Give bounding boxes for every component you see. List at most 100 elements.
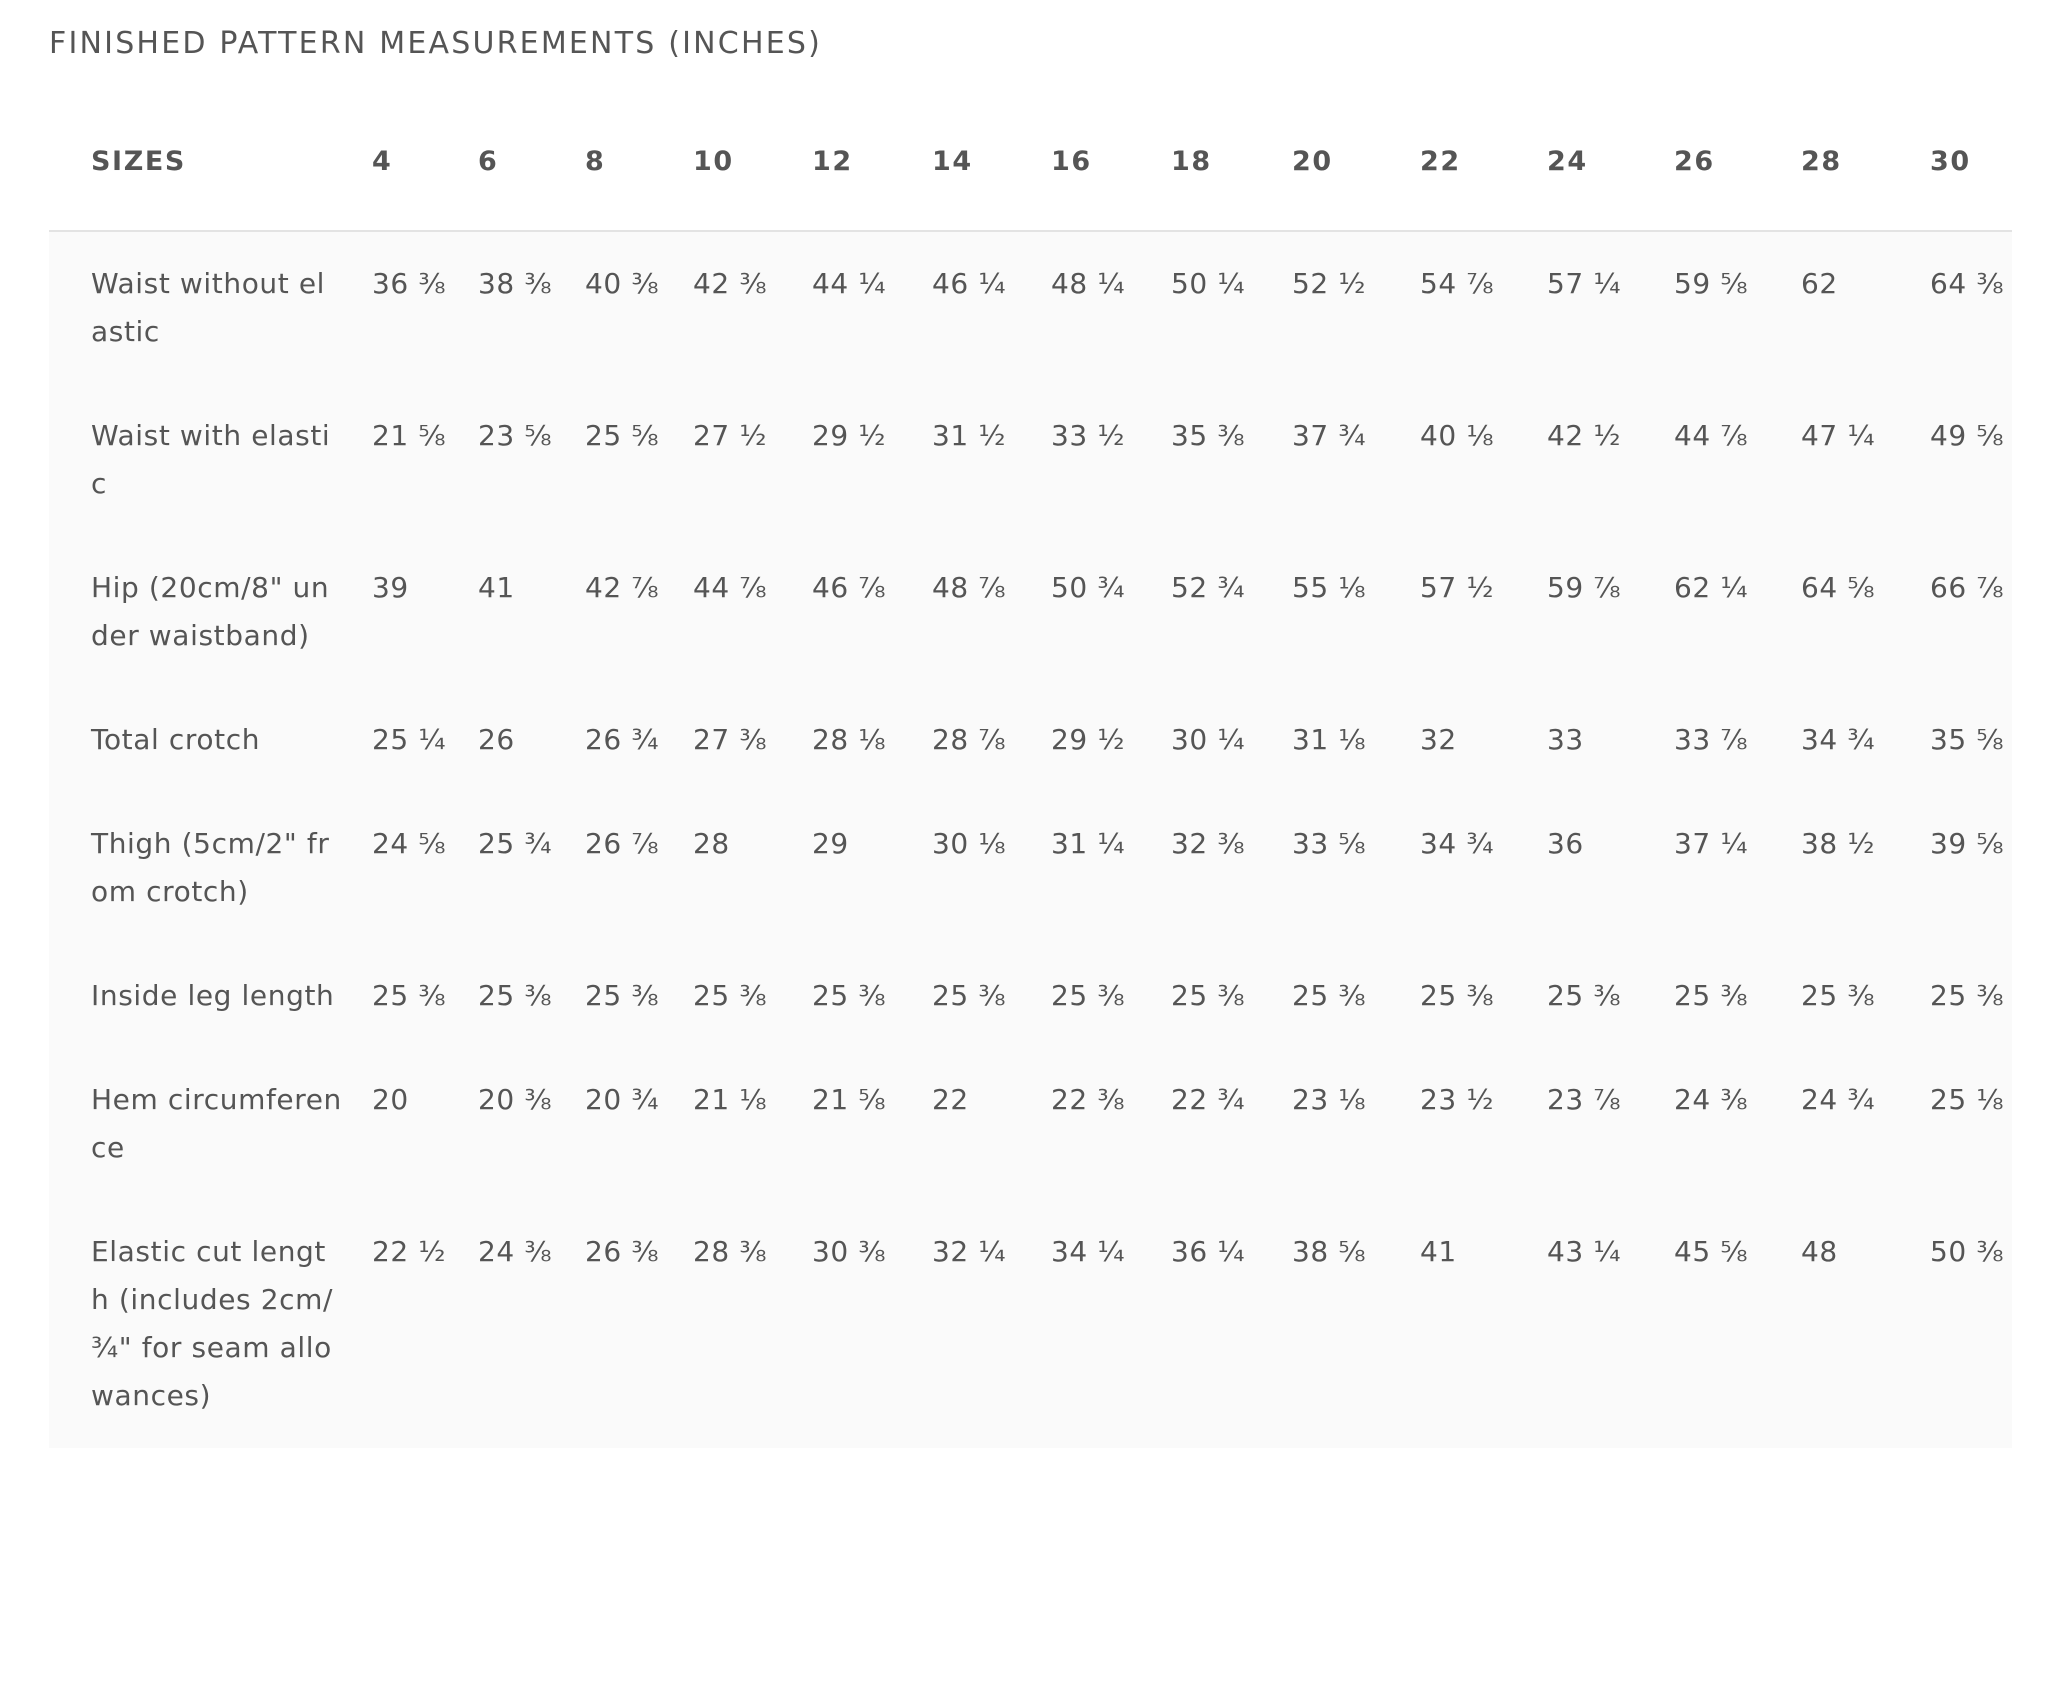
table-cell: 45 ⅝ xyxy=(1674,1200,1801,1448)
table-cell: 31 ⅛ xyxy=(1292,688,1420,792)
table-cell: 29 ½ xyxy=(1051,688,1171,792)
table-cell: 50 ⅜ xyxy=(1930,1200,2012,1448)
table-cell: 26 ¾ xyxy=(585,688,693,792)
size-header-8: 8 xyxy=(585,100,693,232)
table-cell: 25 ⅜ xyxy=(1547,944,1674,1048)
table-cell: 52 ¾ xyxy=(1171,536,1292,688)
row-label: Total crotch xyxy=(49,688,372,792)
table-cell: 49 ⅝ xyxy=(1930,384,2012,536)
table-cell: 26 xyxy=(478,688,585,792)
table-cell: 25 ⅛ xyxy=(1930,1048,2012,1200)
row-label: Hem circumference xyxy=(49,1048,372,1200)
size-header-10: 10 xyxy=(693,100,812,232)
table-cell: 25 ⅜ xyxy=(1051,944,1171,1048)
table-cell: 34 ¾ xyxy=(1420,792,1547,944)
table-cell: 24 ⅜ xyxy=(478,1200,585,1448)
table-cell: 21 ⅝ xyxy=(372,384,478,536)
table-cell: 29 ½ xyxy=(812,384,932,536)
table-cell: 25 ⅜ xyxy=(1292,944,1420,1048)
table-cell: 39 ⅝ xyxy=(1930,792,2012,944)
table-cell: 35 ⅜ xyxy=(1171,384,1292,536)
table-cell: 24 ¾ xyxy=(1801,1048,1930,1200)
table-row: Total crotch 25 ¼ 26 26 ¾ 27 ⅜ 28 ⅛ 28 ⅞ 29 ½ 30… xyxy=(49,688,2012,792)
table-cell: 20 ⅜ xyxy=(478,1048,585,1200)
size-header-6: 6 xyxy=(478,100,585,232)
table-cell: 21 ⅛ xyxy=(693,1048,812,1200)
table-cell: 20 ¾ xyxy=(585,1048,693,1200)
table-cell: 25 ¾ xyxy=(478,792,585,944)
table-cell: 62 ¼ xyxy=(1674,536,1801,688)
table-cell: 28 ⅜ xyxy=(693,1200,812,1448)
table-cell: 42 ½ xyxy=(1547,384,1674,536)
table-cell: 46 ⅞ xyxy=(812,536,932,688)
table-cell: 57 ½ xyxy=(1420,536,1547,688)
table-cell: 64 ⅜ xyxy=(1930,231,2012,384)
table-cell: 34 ¼ xyxy=(1051,1200,1171,1448)
table-cell: 25 ⅜ xyxy=(693,944,812,1048)
table-cell: 21 ⅝ xyxy=(812,1048,932,1200)
page-title: FINISHED PATTERN MEASUREMENTS (INCHES) xyxy=(49,26,822,61)
table-cell: 28 ⅞ xyxy=(932,688,1051,792)
table-cell: 43 ¼ xyxy=(1547,1200,1674,1448)
row-label: Hip (20cm/8" under waistband) xyxy=(49,536,372,688)
header-row: SIZES 4 6 8 10 12 14 16 18 20 22 24 26 28 30 xyxy=(49,100,2012,232)
row-label: Elastic cut length (includes 2cm/¾" for … xyxy=(49,1200,372,1448)
table-cell: 44 ¼ xyxy=(812,231,932,384)
table-cell: 64 ⅝ xyxy=(1801,536,1930,688)
row-label: Waist without elastic xyxy=(49,231,372,384)
table-cell: 25 ⅜ xyxy=(1420,944,1547,1048)
table-cell: 33 ⅞ xyxy=(1674,688,1801,792)
table-cell: 59 ⅞ xyxy=(1547,536,1674,688)
table-cell: 33 xyxy=(1547,688,1674,792)
table-cell: 30 ⅜ xyxy=(812,1200,932,1448)
table-row: Inside leg length 25 ⅜ 25 ⅜ 25 ⅜ 25 ⅜ 25 ⅜ 25 … xyxy=(49,944,2012,1048)
table-cell: 36 ⅜ xyxy=(372,231,478,384)
table-cell: 50 ¼ xyxy=(1171,231,1292,384)
size-header-20: 20 xyxy=(1292,100,1420,232)
table-cell: 27 ⅜ xyxy=(693,688,812,792)
table-cell: 37 ¼ xyxy=(1674,792,1801,944)
table-cell: 25 ⅜ xyxy=(932,944,1051,1048)
size-header-28: 28 xyxy=(1801,100,1930,232)
table-header: SIZES 4 6 8 10 12 14 16 18 20 22 24 26 28 30 xyxy=(49,100,2012,232)
table-cell: 46 ¼ xyxy=(932,231,1051,384)
size-header-14: 14 xyxy=(932,100,1051,232)
row-label: Thigh (5cm/2" from crotch) xyxy=(49,792,372,944)
table-cell: 22 ½ xyxy=(372,1200,478,1448)
table-cell: 23 ⅛ xyxy=(1292,1048,1420,1200)
size-header-30: 30 xyxy=(1930,100,2012,232)
table-cell: 30 ¼ xyxy=(1171,688,1292,792)
table-cell: 59 ⅝ xyxy=(1674,231,1801,384)
table-cell: 23 ½ xyxy=(1420,1048,1547,1200)
size-header-26: 26 xyxy=(1674,100,1801,232)
table-cell: 40 ⅜ xyxy=(585,231,693,384)
size-header-24: 24 xyxy=(1547,100,1674,232)
table-cell: 66 ⅞ xyxy=(1930,536,2012,688)
table-cell: 38 ½ xyxy=(1801,792,1930,944)
table-cell: 42 ⅞ xyxy=(585,536,693,688)
measurements-table: SIZES 4 6 8 10 12 14 16 18 20 22 24 26 28 30 Waist wi… xyxy=(49,100,2012,1448)
table-cell: 48 xyxy=(1801,1200,1930,1448)
table-row: Waist with elastic 21 ⅝ 23 ⅝ 25 ⅝ 27 ½ 29 ½ 31… xyxy=(49,384,2012,536)
sizes-header: SIZES xyxy=(49,100,372,232)
table-cell: 39 xyxy=(372,536,478,688)
table-cell: 34 ¾ xyxy=(1801,688,1930,792)
table-cell: 25 ⅜ xyxy=(1930,944,2012,1048)
table-cell: 36 xyxy=(1547,792,1674,944)
table-cell: 33 ½ xyxy=(1051,384,1171,536)
table-cell: 48 ⅞ xyxy=(932,536,1051,688)
table-cell: 62 xyxy=(1801,231,1930,384)
table-cell: 23 ⅞ xyxy=(1547,1048,1674,1200)
table-cell: 26 ⅞ xyxy=(585,792,693,944)
table-row: Elastic cut length (includes 2cm/¾" for … xyxy=(49,1200,2012,1448)
size-header-22: 22 xyxy=(1420,100,1547,232)
table-cell: 38 ⅝ xyxy=(1292,1200,1420,1448)
table-cell: 28 ⅛ xyxy=(812,688,932,792)
size-header-12: 12 xyxy=(812,100,932,232)
table-cell: 24 ⅜ xyxy=(1674,1048,1801,1200)
table-cell: 57 ¼ xyxy=(1547,231,1674,384)
table-cell: 31 ¼ xyxy=(1051,792,1171,944)
size-header-4: 4 xyxy=(372,100,478,232)
table-cell: 23 ⅝ xyxy=(478,384,585,536)
table-row: Waist without elastic 36 ⅜ 38 ⅜ 40 ⅜ 42 ⅜ 44 … xyxy=(49,231,2012,384)
